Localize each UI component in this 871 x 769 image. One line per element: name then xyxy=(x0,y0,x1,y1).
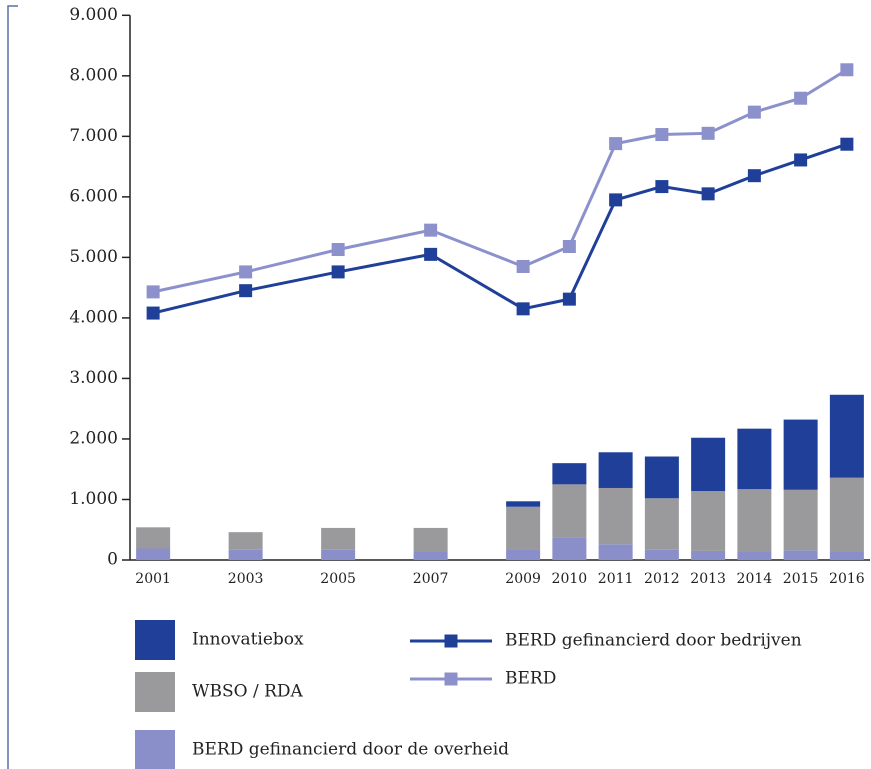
x-tick-label: 2012 xyxy=(644,571,680,587)
bar xyxy=(737,551,772,560)
bar xyxy=(321,527,356,550)
legend-marker xyxy=(444,634,458,648)
marker xyxy=(655,128,669,142)
marker xyxy=(840,137,854,151)
marker xyxy=(701,126,715,140)
x-tick-label: 2014 xyxy=(737,571,773,587)
bar xyxy=(136,527,171,549)
bar xyxy=(783,419,818,490)
x-tick-label: 2013 xyxy=(690,571,726,587)
y-tick-label: 4.000 xyxy=(69,307,118,327)
y-tick-label: 2.000 xyxy=(69,428,118,448)
frame xyxy=(7,5,18,769)
y-tick-label: 5.000 xyxy=(69,247,118,267)
marker xyxy=(609,137,623,151)
bar xyxy=(691,550,726,560)
line xyxy=(152,142,848,315)
bar xyxy=(644,549,679,560)
x-tick-label: 2005 xyxy=(320,571,356,587)
x-tick-label: 2009 xyxy=(505,571,541,587)
bar xyxy=(598,452,633,488)
marker xyxy=(239,265,253,279)
x-tick-label: 2015 xyxy=(783,571,819,587)
bar xyxy=(552,484,587,538)
bar xyxy=(552,537,587,560)
y-tick-label: 6.000 xyxy=(69,186,118,206)
marker xyxy=(516,259,530,273)
marker xyxy=(794,91,808,105)
bar xyxy=(691,491,726,551)
x-tick-label: 2011 xyxy=(598,571,634,587)
marker xyxy=(562,292,576,306)
y-tick-label: 1.000 xyxy=(69,489,118,509)
marker xyxy=(331,265,345,279)
x-tick-label: 2001 xyxy=(135,571,171,587)
bar xyxy=(552,463,587,485)
bar xyxy=(783,550,818,560)
y-tick-label: 3.000 xyxy=(69,368,118,388)
bar xyxy=(829,551,864,560)
legend-marker xyxy=(444,672,458,686)
marker xyxy=(239,284,253,298)
marker xyxy=(840,63,854,77)
bar xyxy=(783,489,818,551)
marker xyxy=(747,105,761,119)
marker xyxy=(609,193,623,207)
bar xyxy=(644,498,679,550)
marker xyxy=(146,306,160,320)
y-tick-label: 7.000 xyxy=(69,126,118,146)
bar xyxy=(228,549,263,560)
legend-label: WBSO / RDA xyxy=(192,682,304,702)
bar xyxy=(737,489,772,552)
bar xyxy=(228,532,263,550)
x-tick-label: 2007 xyxy=(413,571,449,587)
legend-swatch xyxy=(135,672,175,712)
x-tick-label: 2003 xyxy=(228,571,264,587)
legend-swatch xyxy=(135,620,175,660)
marker xyxy=(747,169,761,183)
marker xyxy=(562,239,576,253)
bar xyxy=(413,551,448,560)
marker xyxy=(424,247,438,261)
y-tick-label: 8.000 xyxy=(69,65,118,85)
marker xyxy=(701,187,715,201)
bar xyxy=(737,428,772,490)
bar xyxy=(829,394,864,478)
marker xyxy=(146,285,160,299)
bar xyxy=(321,549,356,560)
marker xyxy=(331,243,345,257)
y-tick-label: 0 xyxy=(107,550,118,570)
marker xyxy=(794,153,808,167)
bar xyxy=(644,456,679,499)
legend-label: BERD gefinancierd door de overheid xyxy=(192,740,509,760)
x-tick-label: 2010 xyxy=(552,571,588,587)
y-tick-label: 9.000 xyxy=(69,5,118,25)
bar xyxy=(598,544,633,560)
bar xyxy=(136,548,171,560)
bar xyxy=(506,549,541,560)
bar xyxy=(506,506,541,550)
line xyxy=(152,68,848,294)
marker xyxy=(655,180,669,194)
bar xyxy=(829,477,864,552)
bar xyxy=(506,501,541,507)
legend-label: Innovatiebox xyxy=(192,630,304,650)
marker xyxy=(424,223,438,237)
marker xyxy=(516,302,530,316)
bar xyxy=(413,527,448,552)
legend-label: BERD xyxy=(505,669,556,689)
x-tick-label: 2016 xyxy=(829,571,865,587)
legend-label: BERD gefinancierd door bedrijven xyxy=(505,631,802,651)
legend-swatch xyxy=(135,730,175,769)
bar xyxy=(691,437,726,492)
bar xyxy=(598,487,633,545)
